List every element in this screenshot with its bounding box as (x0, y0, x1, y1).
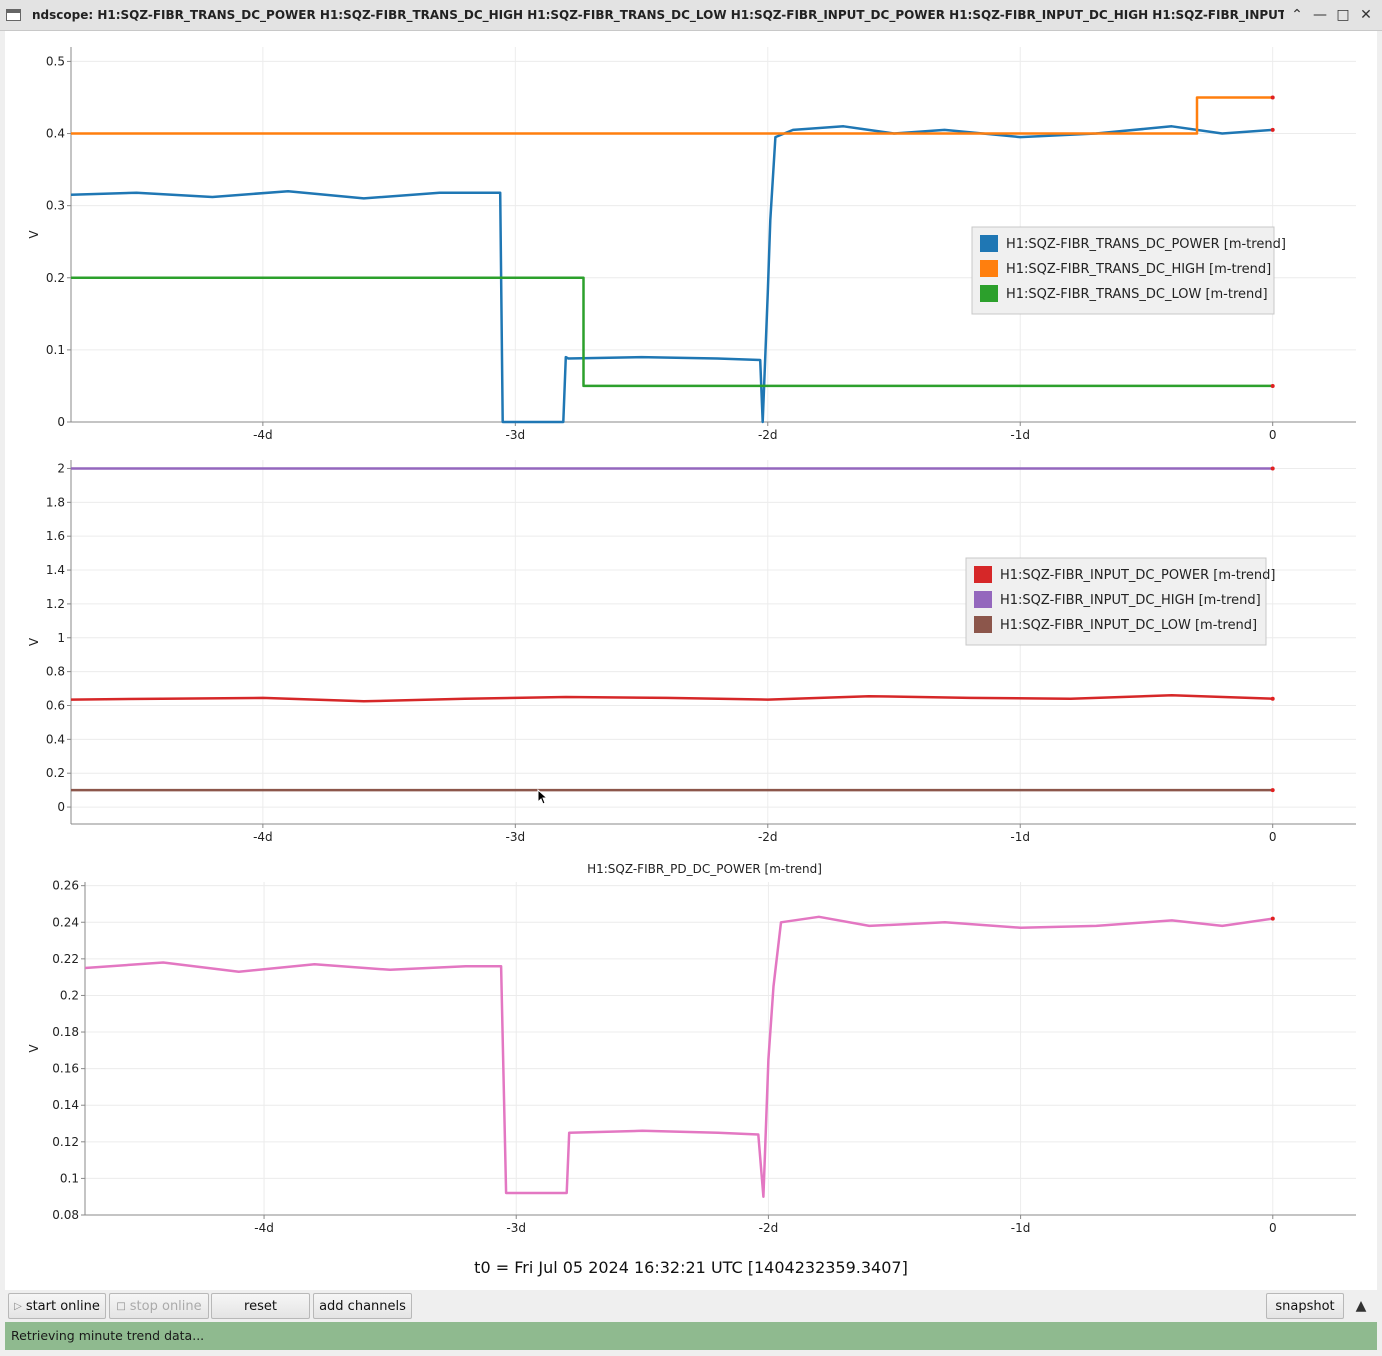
y-axis-label: V (27, 637, 41, 646)
x-tick-label: -2d (759, 1221, 779, 1235)
maximize-icon[interactable]: □ (1336, 7, 1350, 23)
window-title: ndscope: H1:SQZ-FIBR_TRANS_DC_POWER H1:S… (32, 8, 1284, 22)
y-tick-label: 1.4 (46, 563, 65, 577)
plot-title: H1:SQZ-FIBR_PD_DC_POWER [m-trend] (587, 862, 822, 876)
y-tick-label: 0.5 (46, 54, 65, 68)
start-online-button[interactable]: ▷ start online (8, 1293, 106, 1319)
play-icon: ▷ (14, 1300, 22, 1312)
y-axis-label: V (27, 1044, 41, 1053)
y-tick-label: 0.2 (46, 766, 65, 780)
y-tick-label: 0 (57, 415, 65, 429)
legend-entry: H1:SQZ-FIBR_TRANS_DC_LOW [m-trend] (1006, 287, 1268, 302)
y-tick-label: 1.2 (46, 597, 65, 611)
y-tick-label: 0.2 (46, 271, 65, 285)
series-end-marker (1270, 788, 1275, 793)
start-online-label: start online (25, 1298, 100, 1314)
y-tick-label: 1 (57, 631, 65, 645)
y-tick-label: 0.08 (52, 1208, 79, 1222)
x-tick-label: 0 (1269, 428, 1277, 442)
y-tick-label: 0.22 (52, 952, 79, 966)
y-tick-label: 0.1 (60, 1171, 79, 1185)
legend-swatch (974, 616, 992, 633)
stop-online-label: stop online (129, 1298, 202, 1314)
x-tick-label: -1d (1010, 428, 1030, 442)
reset-button[interactable]: reset (211, 1293, 310, 1319)
legend-entry: H1:SQZ-FIBR_INPUT_DC_HIGH [m-trend] (1000, 593, 1261, 608)
stop-icon: □ (116, 1300, 126, 1312)
series-line-1 (84, 915, 1273, 1198)
y-tick-label: 0.26 (52, 879, 79, 893)
y-tick-label: 0 (57, 800, 65, 814)
plot-3: -4d -3d -2d -1d 0 0.08 0.1 0.12 0.14 0.16 0.18 0.2 0… (27, 862, 1356, 1235)
y-tick-label: 0.6 (46, 698, 65, 712)
series-end-marker (1270, 383, 1275, 388)
y-tick-label: 1.8 (46, 495, 65, 509)
plot-1: -4d -3d -2d -1d 0 0 0.1 0.2 0.3 0.4 0.5 V H1:SQZ-FIB… (27, 47, 1356, 442)
y-tick-label: 0.4 (46, 732, 65, 746)
legend-entry: H1:SQZ-FIBR_TRANS_DC_POWER [m-trend] (1006, 237, 1286, 252)
y-tick-label: 0.3 (46, 199, 65, 213)
x-tick-label: 0 (1269, 1221, 1277, 1235)
window-icon (6, 9, 21, 21)
legend-entry: H1:SQZ-FIBR_INPUT_DC_LOW [m-trend] (1000, 618, 1257, 633)
series-end-marker (1270, 916, 1275, 921)
series-end-marker (1270, 95, 1275, 100)
legend-swatch (980, 235, 998, 252)
y-tick-label: 0.2 (60, 988, 79, 1002)
mouse-pointer-icon (537, 789, 549, 805)
y-tick-label: 0.4 (46, 127, 65, 141)
restore-icon[interactable]: — (1313, 7, 1327, 23)
y-tick-label: 0.24 (52, 915, 79, 929)
y-tick-label: 0.18 (52, 1025, 79, 1039)
x-tick-label: -3d (506, 830, 526, 844)
x-tick-label: -3d (506, 428, 526, 442)
x-tick-label: -4d (253, 428, 273, 442)
series-line-3 (71, 276, 1273, 388)
y-tick-label: 0.14 (52, 1098, 79, 1112)
snapshot-button[interactable]: snapshot (1266, 1293, 1344, 1319)
y-tick-label: 0.12 (52, 1135, 79, 1149)
x-tick-label: 0 (1269, 830, 1277, 844)
y-tick-label: 1.6 (46, 529, 65, 543)
x-tick-label: -4d (253, 830, 273, 844)
series-line-2 (71, 96, 1273, 135)
x-tick-label: -1d (1011, 1221, 1031, 1235)
legend-entry: H1:SQZ-FIBR_INPUT_DC_POWER [m-trend] (1000, 568, 1275, 583)
plot-2: -4d -3d -2d -1d 0 0 0.2 0.4 0.6 0.8 1 1.2 1.4 1.6 1.8 2… (27, 460, 1356, 844)
x-tick-label: -2d (758, 830, 778, 844)
legend-swatch (974, 591, 992, 608)
x-tick-label: -2d (758, 428, 778, 442)
add-channels-button[interactable]: add channels (313, 1293, 412, 1319)
series-line-1 (70, 694, 1273, 703)
legend-box (965, 557, 1267, 646)
t0-label: t0 = Fri Jul 05 2024 16:32:21 UTC [14042… (474, 1258, 908, 1277)
series-end-marker (1270, 696, 1275, 701)
series-end-marker (1270, 127, 1275, 132)
title-bar: ndscope: H1:SQZ-FIBR_TRANS_DC_POWER H1:S… (0, 0, 1382, 31)
x-tick-label: -4d (254, 1221, 274, 1235)
legend-swatch (980, 260, 998, 277)
legend-swatch (974, 566, 992, 583)
close-icon[interactable]: ✕ (1360, 7, 1372, 23)
series-end-marker (1270, 466, 1275, 471)
legend-swatch (980, 285, 998, 302)
y-axis-label: V (27, 230, 41, 239)
minimize-icon[interactable]: ⌃ (1291, 7, 1303, 23)
collapse-toolbar-icon[interactable]: ▲ (1355, 1298, 1367, 1314)
x-tick-label: -3d (506, 1221, 526, 1235)
legend-box (971, 226, 1275, 315)
stop-online-button[interactable]: □ stop online (109, 1293, 209, 1319)
y-tick-label: 0.1 (46, 343, 65, 357)
legend-entry: H1:SQZ-FIBR_TRANS_DC_HIGH [m-trend] (1006, 262, 1271, 277)
y-tick-label: 2 (57, 461, 65, 475)
y-tick-label: 0.16 (52, 1062, 79, 1076)
y-tick-label: 0.8 (46, 665, 65, 679)
status-bar: Retrieving minute trend data... (5, 1322, 1377, 1350)
x-tick-label: -1d (1010, 830, 1030, 844)
